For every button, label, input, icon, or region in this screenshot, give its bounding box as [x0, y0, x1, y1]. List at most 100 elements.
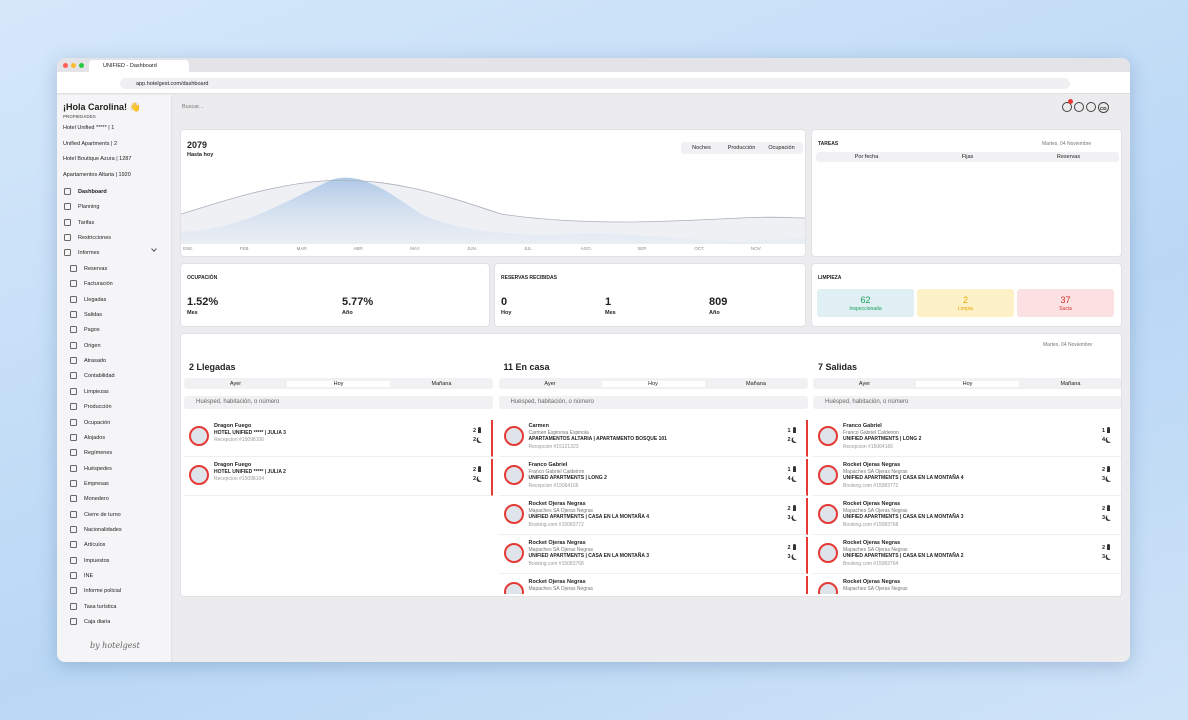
day-tab[interactable]: Hoy: [601, 380, 705, 387]
day-tab[interactable]: Ayer: [858, 380, 871, 387]
submenu-item[interactable]: Origen: [84, 342, 101, 349]
day-tab[interactable]: Hoy: [287, 380, 390, 387]
guest-ref: Recepcion #15064166: [843, 443, 894, 450]
guest-adults: 1: [787, 467, 791, 473]
submenu-item[interactable]: Caja diaria: [84, 619, 111, 626]
submenu-item[interactable]: Monedero: [84, 496, 109, 503]
submenu-icon: [70, 541, 77, 549]
guest-card[interactable]: Rocket Ojeras Negras Mapaches SA Ojeras N…: [813, 459, 1121, 496]
submenu-item[interactable]: Ocupación: [84, 419, 111, 426]
property[interactable]: Hotel Unified ***** | 1: [63, 125, 115, 131]
submenu-item[interactable]: Cierre de turno: [84, 511, 121, 518]
guest-card[interactable]: Rocket Ojeras Negras Mapaches SA Ojeras N…: [498, 537, 808, 574]
chart-tab[interactable]: Noches: [692, 145, 711, 151]
submenu-item[interactable]: Empresas: [84, 480, 109, 487]
chart-tab[interactable]: Producción: [727, 145, 756, 151]
day-tab[interactable]: Mañana: [746, 380, 766, 387]
submenu-item[interactable]: Salidas: [84, 312, 103, 319]
day-tabs: Ayer Hoy Mañana: [813, 378, 1121, 389]
nights-icon: [1107, 553, 1113, 559]
guest-card[interactable]: Rocket Ojeras Negras Mapaches SA Ojeras N…: [499, 576, 808, 594]
guest-name: Dragon Fuego: [214, 462, 252, 468]
submenu-item[interactable]: Huéspedes: [84, 465, 112, 472]
submenu-item[interactable]: Atrasado: [84, 358, 107, 365]
revenue-card: 2079 Hasta hoy Noches Producción Ocupación EN…: [180, 129, 806, 257]
guest-card[interactable]: Rocket Ojeras Negras Mapaches SA Ojeras N…: [813, 537, 1121, 574]
guest-card[interactable]: Franco Gabriel Franco Gabriel Caldeiron UN…: [498, 459, 808, 496]
panel-date[interactable]: Martes, 04 Noviembre: [1043, 342, 1093, 348]
month-label: FEB.: [239, 246, 250, 251]
min-dot[interactable]: [71, 63, 76, 68]
guest-card[interactable]: Rocket Ojeras Negras Mapaches SA Ojeras N…: [813, 576, 1121, 594]
top-icon[interactable]: [1062, 102, 1072, 112]
guest-avatar: [503, 582, 524, 594]
submenu-item[interactable]: Nacionalidades: [84, 526, 122, 533]
guest-search[interactable]: Huésped, habitación, o número: [498, 396, 808, 409]
guest-card[interactable]: Dragon Fuego HOTEL UNIFIED ***** | JULIA …: [184, 459, 493, 496]
submenu-item[interactable]: Facturación: [84, 281, 113, 288]
submenu-item[interactable]: Tasa turística: [84, 603, 117, 610]
address-bar[interactable]: app.hotelgest.com/dashboard: [120, 78, 1070, 89]
guest-ref: Booking.com #15083772: [528, 521, 584, 528]
submenu-item[interactable]: Regímenes: [84, 450, 113, 457]
search[interactable]: Buscar...: [176, 101, 476, 113]
submenu-item[interactable]: Alojados: [84, 434, 106, 441]
max-dot[interactable]: [79, 63, 84, 68]
submenu-item[interactable]: Reservas: [84, 266, 108, 272]
guest-card[interactable]: Rocket Ojeras Negras Mapaches SA Ojeras N…: [813, 498, 1121, 535]
menu-item[interactable]: Planning: [78, 204, 100, 211]
avatar-initials: CD: [1100, 105, 1107, 111]
submenu-item[interactable]: Producción: [84, 404, 112, 411]
submenu-icon: [70, 357, 77, 365]
guest-nights: 4: [1102, 437, 1106, 443]
property[interactable]: Hotel Boutique Azura | 1287: [63, 156, 132, 162]
tasks-date[interactable]: Martes, 04 Noviembre: [1042, 141, 1092, 147]
day-tab[interactable]: Ayer: [229, 380, 242, 387]
cleaning-stat[interactable]: 37 Sucia: [1017, 289, 1114, 317]
guest-company: Mapaches SA Ojeras Negras: [528, 585, 593, 592]
cleaning-stat[interactable]: 62 Inspeccionada: [817, 289, 914, 317]
guest-nights: 3: [787, 515, 791, 521]
property[interactable]: Apartamentos Altaria | 1920: [63, 171, 131, 178]
close-dot[interactable]: [63, 63, 68, 68]
guest-unit: HOTEL UNIFIED ***** | JULIA 2: [214, 468, 286, 475]
url: app.hotelgest.com/dashboard: [136, 80, 209, 87]
submenu-item[interactable]: Artículos: [84, 542, 106, 549]
guest-search[interactable]: Huésped, habitación, o número: [813, 396, 1121, 409]
day-tab[interactable]: Mañana: [1060, 380, 1081, 387]
submenu-item[interactable]: Pagos: [84, 327, 100, 334]
submenu-item[interactable]: Contabilidad: [84, 373, 115, 380]
tasks-tab[interactable]: Fijas: [961, 154, 974, 160]
tab-title: UNIFIED - Dashboard: [103, 63, 157, 69]
top-icon[interactable]: [1086, 102, 1096, 112]
guest-card[interactable]: Rocket Ojeras Negras Mapaches SA Ojeras N…: [498, 498, 808, 535]
day-tab[interactable]: Hoy: [916, 380, 1019, 387]
tab[interactable]: UNIFIED - Dashboard: [89, 60, 189, 72]
tasks-tab[interactable]: Reservas: [1056, 154, 1081, 160]
chart-tab[interactable]: Ocupación: [768, 145, 795, 151]
submenu-item[interactable]: Llegadas: [84, 296, 107, 303]
menu-item[interactable]: Tarifas: [78, 219, 95, 226]
submenu-item[interactable]: Limpiezas: [84, 388, 109, 395]
guest-card[interactable]: Dragon Fuego HOTEL UNIFIED ***** | JULIA …: [184, 420, 493, 457]
guest-avatar: [503, 465, 524, 485]
guest-search[interactable]: Huésped, habitación, o número: [184, 396, 493, 409]
property[interactable]: Unified Apartments | 2: [63, 140, 118, 147]
day-tab[interactable]: Mañana: [431, 380, 452, 387]
guest-card[interactable]: Franco Gabriel Franco Gabriel Caldeiron UN…: [813, 420, 1121, 457]
guest-name: Dragon Fuego: [214, 423, 252, 429]
submenu-item[interactable]: INE: [84, 573, 94, 579]
day-tab[interactable]: Ayer: [544, 380, 556, 387]
submenu-item[interactable]: Impuestos: [84, 557, 110, 564]
avatar[interactable]: CD: [1098, 102, 1109, 113]
top-icon[interactable]: [1074, 102, 1084, 112]
menu-item[interactable]: Dashboard: [78, 189, 107, 195]
menu-item[interactable]: Informes: [78, 250, 100, 257]
tasks-tab[interactable]: Por fecha: [854, 154, 879, 160]
menu-item[interactable]: Restricciones: [78, 234, 112, 241]
stat-label: Año: [342, 310, 353, 316]
guest-nights: 2: [473, 437, 477, 443]
submenu-item[interactable]: Informe policial: [84, 588, 121, 595]
cleaning-stat[interactable]: 2 Limpia: [917, 289, 1014, 317]
guest-card[interactable]: Carmen Carmen Espinosa Espinola APARTAMENT…: [498, 420, 808, 457]
